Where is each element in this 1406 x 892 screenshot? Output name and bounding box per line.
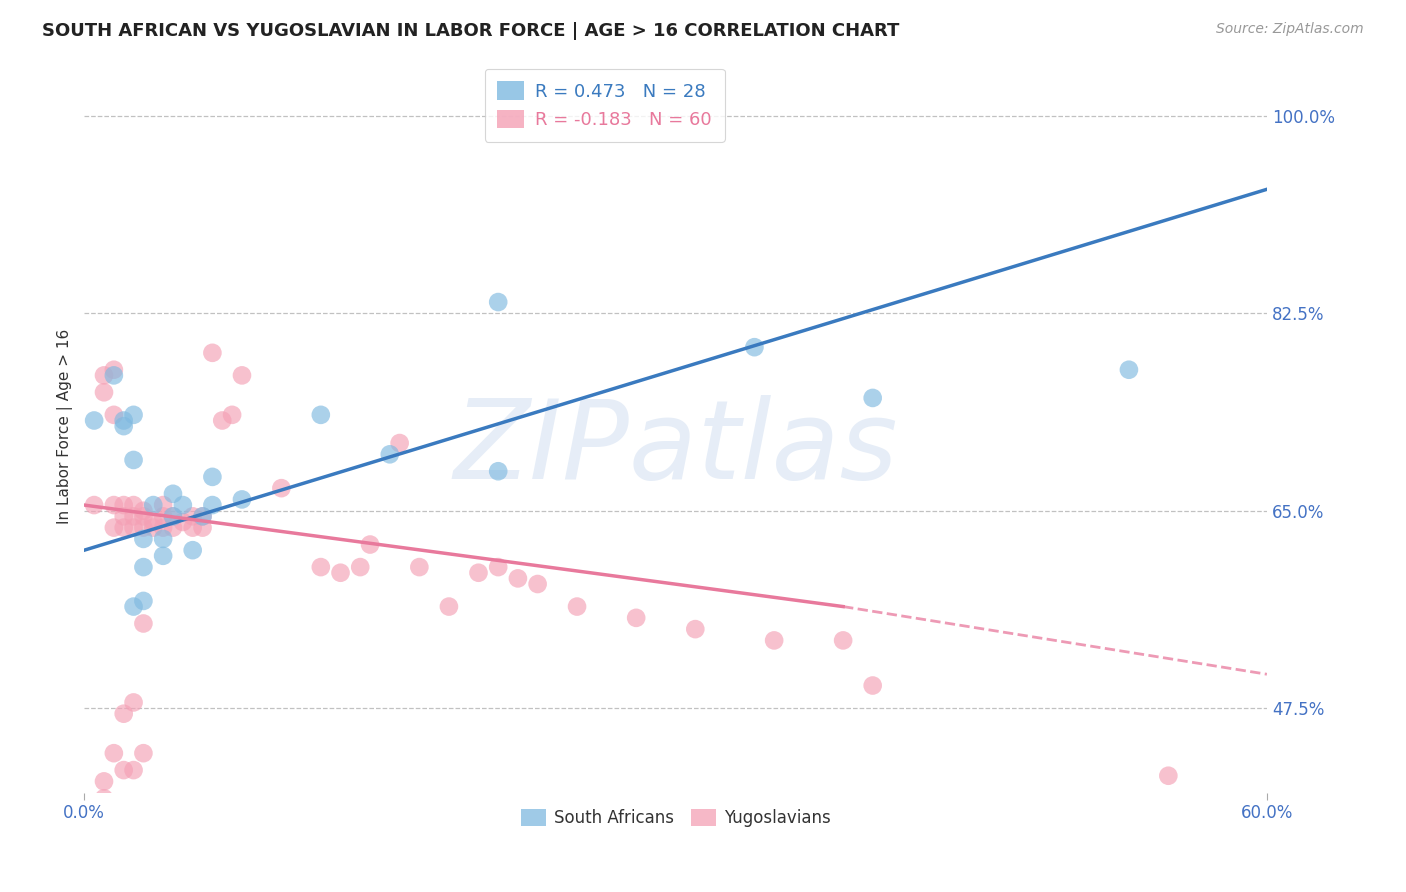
Point: [103, 498, 125, 512]
Point: [122, 599, 145, 614]
Point: [359, 537, 381, 551]
Point: [526, 577, 548, 591]
Point: [103, 408, 125, 422]
Point: [152, 532, 174, 546]
Point: [309, 560, 332, 574]
Point: [763, 633, 786, 648]
Point: [181, 509, 204, 524]
Point: [467, 566, 489, 580]
Point: [388, 436, 411, 450]
Point: [486, 560, 509, 574]
Point: [132, 616, 155, 631]
Legend: South Africans, Yugoslavians: South Africans, Yugoslavians: [512, 801, 839, 836]
Point: [181, 543, 204, 558]
Point: [231, 368, 253, 383]
Point: [103, 368, 125, 383]
Point: [349, 560, 371, 574]
Point: [103, 521, 125, 535]
Point: [162, 521, 184, 535]
Point: [122, 695, 145, 709]
Point: [103, 746, 125, 760]
Point: [862, 391, 884, 405]
Point: [181, 521, 204, 535]
Point: [486, 295, 509, 310]
Point: [112, 413, 135, 427]
Point: [191, 521, 214, 535]
Point: [624, 611, 647, 625]
Text: Source: ZipAtlas.com: Source: ZipAtlas.com: [1216, 22, 1364, 37]
Point: [191, 509, 214, 524]
Point: [329, 566, 352, 580]
Point: [122, 509, 145, 524]
Point: [862, 679, 884, 693]
Point: [93, 385, 115, 400]
Point: [744, 340, 766, 354]
Point: [211, 413, 233, 427]
Point: [1157, 769, 1180, 783]
Point: [132, 594, 155, 608]
Point: [162, 509, 184, 524]
Point: [132, 509, 155, 524]
Point: [122, 498, 145, 512]
Point: [142, 521, 165, 535]
Point: [231, 492, 253, 507]
Point: [142, 498, 165, 512]
Point: [486, 464, 509, 478]
Point: [132, 532, 155, 546]
Point: [221, 408, 243, 422]
Point: [201, 498, 224, 512]
Point: [152, 549, 174, 563]
Point: [93, 368, 115, 383]
Point: [162, 487, 184, 501]
Point: [112, 706, 135, 721]
Point: [191, 509, 214, 524]
Point: [93, 774, 115, 789]
Point: [122, 408, 145, 422]
Point: [132, 521, 155, 535]
Point: [1118, 363, 1140, 377]
Point: [142, 515, 165, 529]
Point: [152, 509, 174, 524]
Point: [122, 453, 145, 467]
Point: [83, 413, 105, 427]
Point: [437, 599, 460, 614]
Point: [309, 408, 332, 422]
Point: [112, 498, 135, 512]
Point: [565, 599, 588, 614]
Point: [172, 515, 194, 529]
Point: [132, 504, 155, 518]
Point: [152, 498, 174, 512]
Point: [832, 633, 855, 648]
Point: [122, 521, 145, 535]
Point: [112, 419, 135, 434]
Point: [201, 346, 224, 360]
Point: [506, 571, 529, 585]
Y-axis label: In Labor Force | Age > 16: In Labor Force | Age > 16: [58, 328, 73, 524]
Point: [112, 763, 135, 777]
Point: [83, 498, 105, 512]
Point: [172, 498, 194, 512]
Point: [408, 560, 430, 574]
Point: [162, 509, 184, 524]
Point: [112, 509, 135, 524]
Point: [378, 447, 401, 461]
Point: [270, 481, 292, 495]
Point: [132, 560, 155, 574]
Point: [201, 470, 224, 484]
Point: [103, 363, 125, 377]
Point: [122, 763, 145, 777]
Text: ZIPatlas: ZIPatlas: [453, 394, 898, 501]
Point: [685, 622, 707, 636]
Point: [93, 791, 115, 805]
Point: [152, 521, 174, 535]
Point: [112, 521, 135, 535]
Point: [132, 746, 155, 760]
Text: SOUTH AFRICAN VS YUGOSLAVIAN IN LABOR FORCE | AGE > 16 CORRELATION CHART: SOUTH AFRICAN VS YUGOSLAVIAN IN LABOR FO…: [42, 22, 900, 40]
